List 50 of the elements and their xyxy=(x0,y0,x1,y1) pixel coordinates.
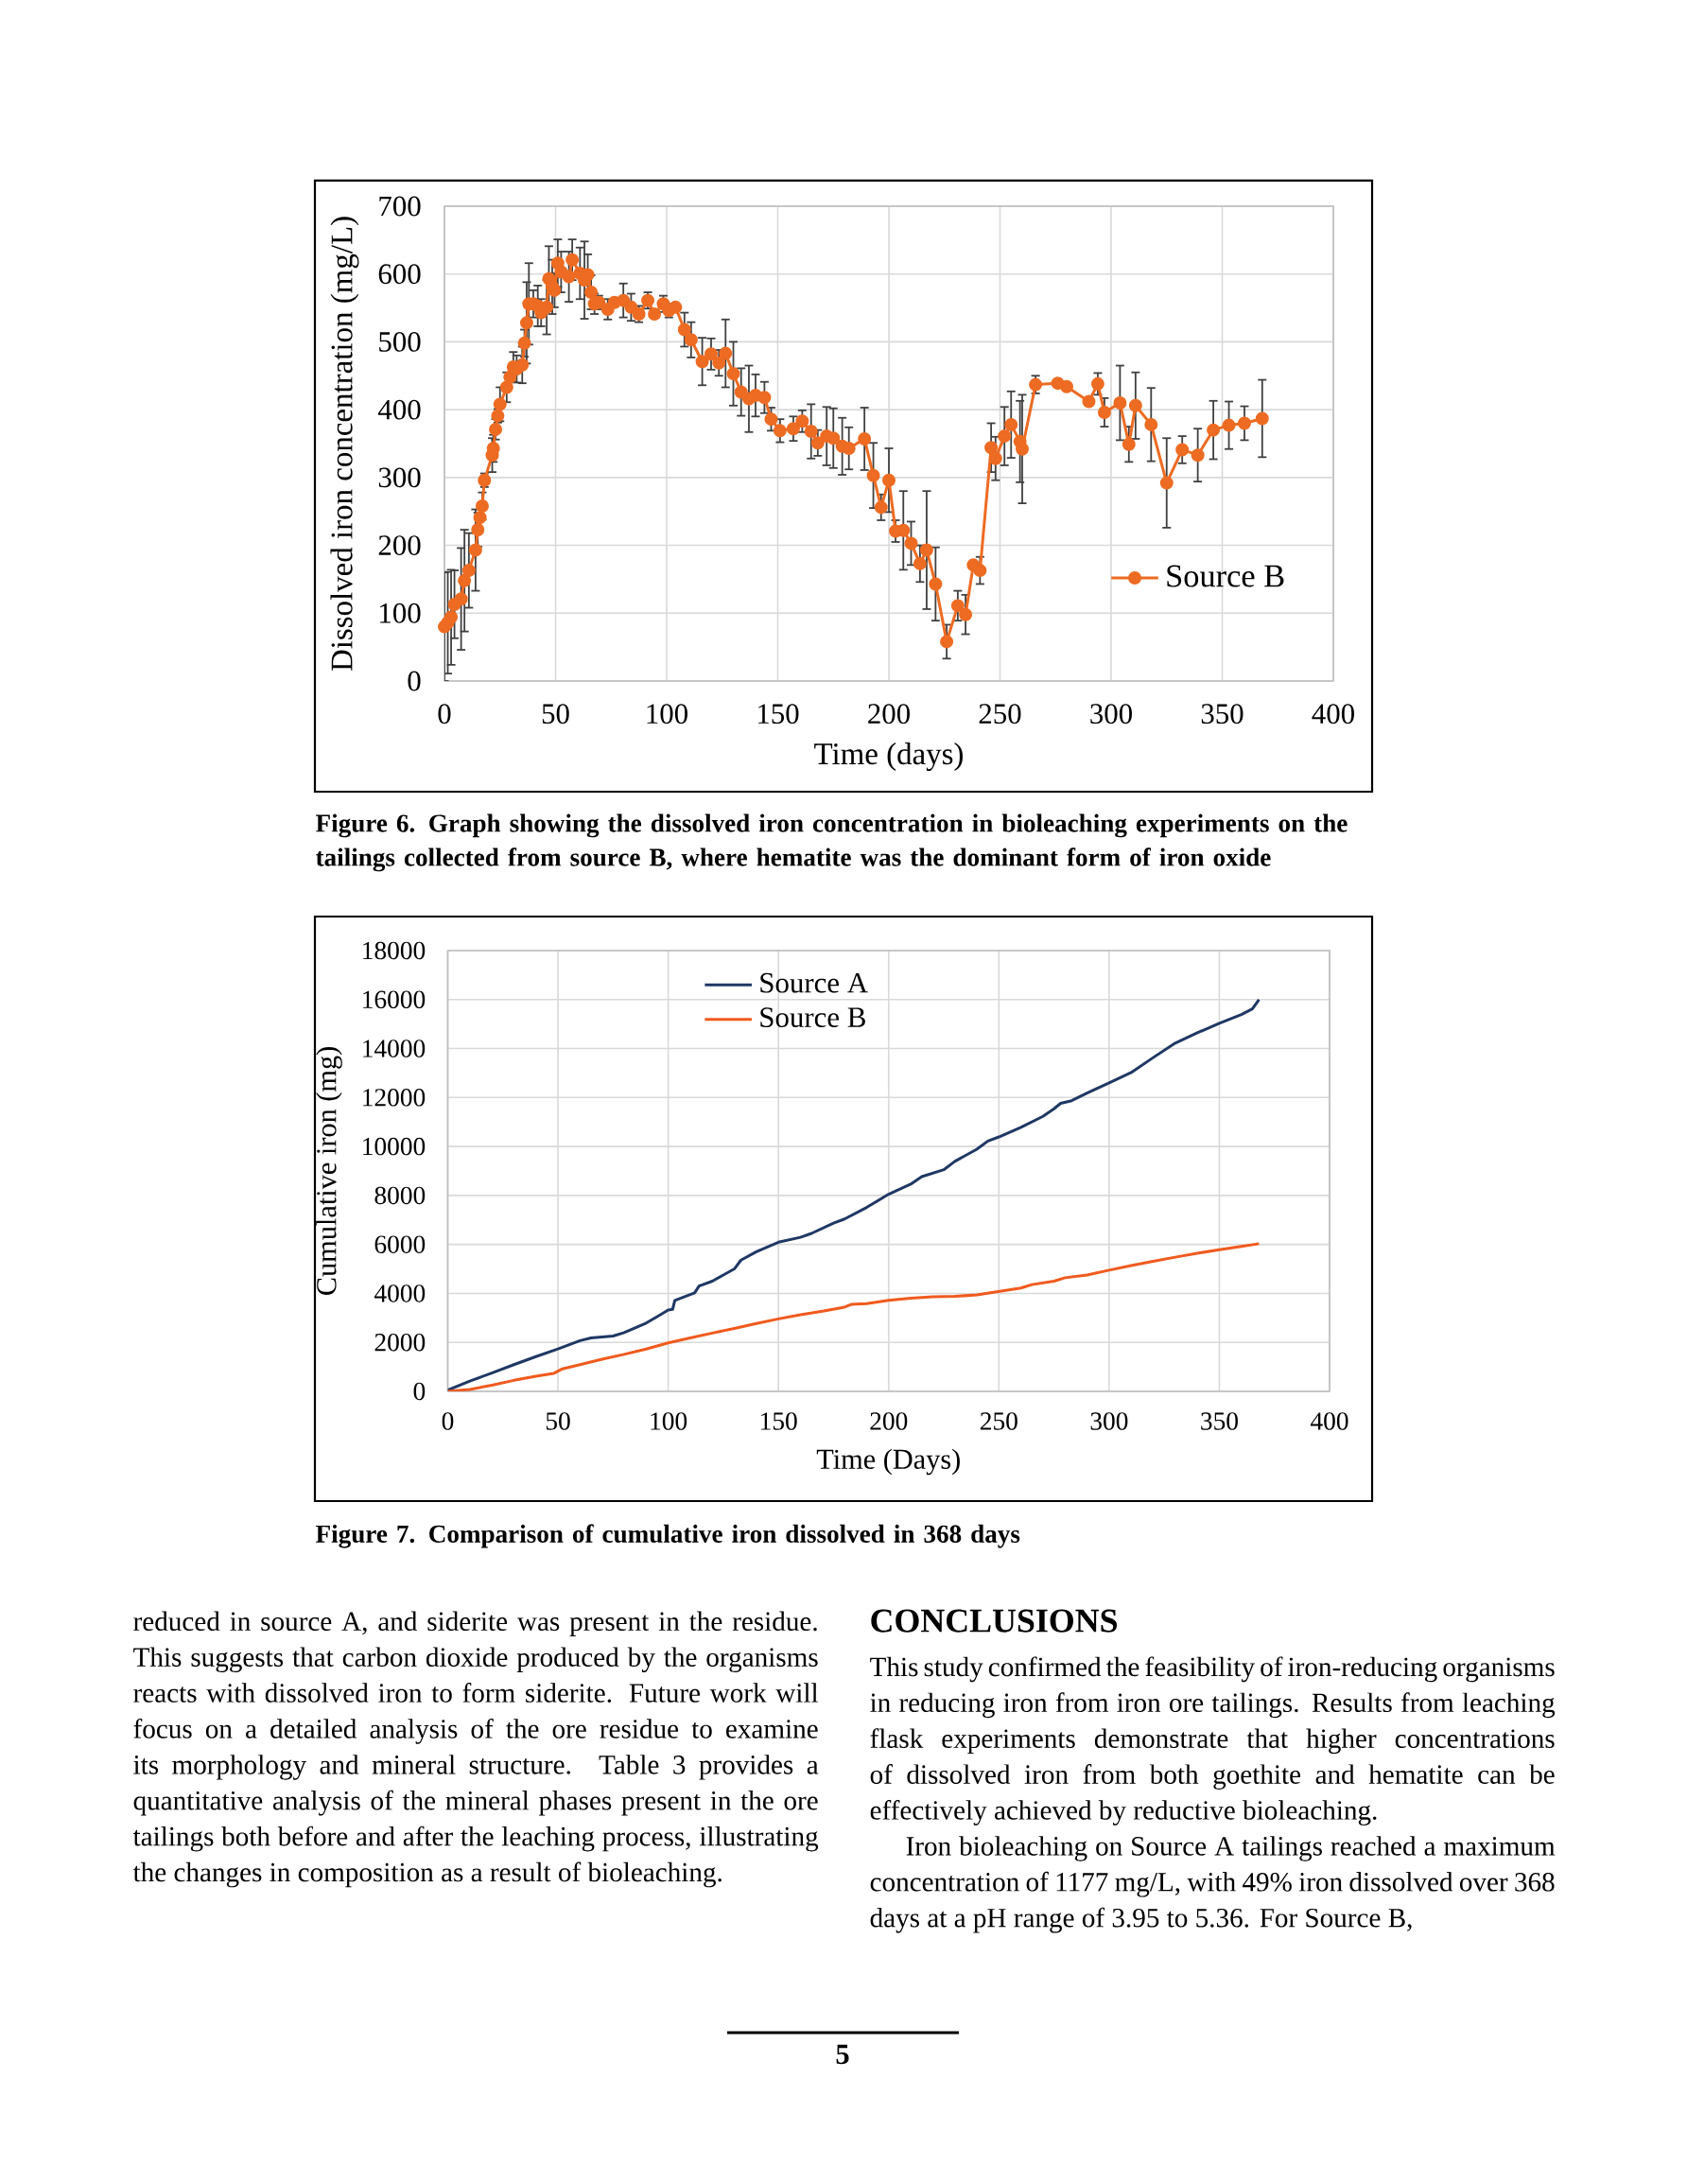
y-tick-label: 16000 xyxy=(363,990,426,1009)
text: Iron bioleaching on Source A tailings reached a maximum concentration of 1177 mg/L, with 49% iron dissolved over 368 days at a pH range of 3.95 to 5.36. For Source B, xyxy=(870,1836,1556,1933)
x-tick-label: 350 xyxy=(1201,704,1244,725)
y-tick-label: 600 xyxy=(378,264,421,285)
y-tick-label: 100 xyxy=(380,603,421,623)
text: CONCLUSIONS xyxy=(871,1609,1118,1633)
text: reduced in source A, and siderite was present in the residue. This suggests that carbon dioxide produced by the organisms reacts with dissolved iron to form siderite. Future work will focus on a detailed analysis of the ore residue to examine its morphology and mineral structure. Table 3 provides a quantitative analysis of the mineral phases present in the ore tailings both before and after the leaching process, illustrating the changes in composition as a result of bioleaching. xyxy=(132,1611,819,1888)
y-tick-label: 4000 xyxy=(374,1284,426,1302)
y-tick-label: 300 xyxy=(378,467,421,488)
legend-label: Source B xyxy=(760,1007,865,1028)
y-tick-label: 18000 xyxy=(363,941,426,960)
y-tick-label: 12000 xyxy=(363,1089,426,1107)
y-tick-label: 10000 xyxy=(363,1137,426,1156)
x-tick-label: 300 xyxy=(1090,704,1132,725)
text: 5 xyxy=(836,2044,849,2065)
y-tick-label: 0 xyxy=(413,1382,426,1401)
caption: Figure 6. Graph showing the dissolved iron concentration in bioleaching experiments on the tailings collected from source B, where hematite was the dominant form of iron oxide xyxy=(316,813,1348,872)
legend-label: Source A xyxy=(760,972,868,993)
x-tick-label: 150 xyxy=(758,704,799,725)
y-tick-label: 14000 xyxy=(363,1040,426,1057)
x-tick-label: 250 xyxy=(979,704,1021,725)
y-tick-label: 2000 xyxy=(374,1333,426,1352)
caption: Figure 7. Comparison of cumulative iron dissolved in 368 days xyxy=(316,1524,1020,1548)
x-tick-label: 100 xyxy=(647,704,687,725)
x-tick-label: 200 xyxy=(870,1412,908,1430)
x-tick-label: 250 xyxy=(980,1412,1017,1430)
y-tick-label: 8000 xyxy=(374,1186,426,1205)
x-axis-title: Time (days) xyxy=(814,743,963,771)
x-tick-label: 150 xyxy=(761,1412,797,1430)
y-tick-label: 700 xyxy=(379,196,421,217)
x-tick-label: 200 xyxy=(868,704,910,725)
y-tick-label: 6000 xyxy=(374,1235,426,1253)
x-tick-label: 0 xyxy=(442,1412,454,1430)
y-axis-title: Cumulative iron (mg) xyxy=(316,1047,342,1295)
x-tick-label: 50 xyxy=(546,1412,570,1430)
x-tick-label: 50 xyxy=(542,704,569,725)
y-axis-title: Dissolved iron concentration (mg/L) xyxy=(330,217,359,672)
legend-label: Source B xyxy=(1167,565,1284,587)
y-tick-label: 0 xyxy=(408,671,421,691)
x-tick-label: 350 xyxy=(1201,1412,1238,1430)
x-tick-label: 0 xyxy=(438,704,451,725)
y-tick-label: 400 xyxy=(377,399,421,420)
x-tick-label: 300 xyxy=(1090,1412,1128,1430)
y-tick-label: 500 xyxy=(379,331,421,352)
x-axis-title: Time (Days) xyxy=(816,1448,960,1476)
x-tick-label: 400 xyxy=(1310,1412,1348,1430)
y-tick-label: 200 xyxy=(378,535,421,555)
text: This study confirmed the feasibility of iron-reducing organisms in reducing iron from iron ore tailings. Results from leaching flask experiments demonstrate that higher concentrations of dissolved iron from both goethite and hematite can be effectively achieved by reductive bioleaching. xyxy=(870,1656,1556,1826)
x-tick-label: 400 xyxy=(1312,704,1354,725)
x-tick-label: 100 xyxy=(651,1412,687,1430)
